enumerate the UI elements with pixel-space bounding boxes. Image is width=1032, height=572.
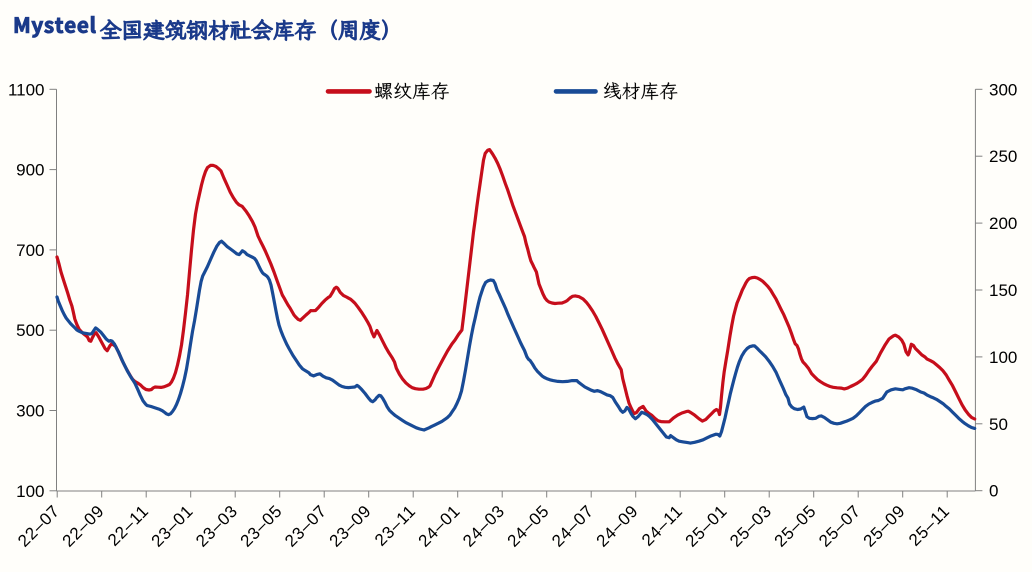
svg-text:100: 100 bbox=[989, 348, 1017, 367]
svg-text:700: 700 bbox=[16, 241, 44, 260]
svg-text:500: 500 bbox=[16, 321, 44, 340]
svg-text:300: 300 bbox=[989, 80, 1017, 99]
svg-text:1100: 1100 bbox=[8, 80, 45, 99]
svg-text:23–03: 23–03 bbox=[192, 501, 241, 550]
svg-text:25–01: 25–01 bbox=[682, 501, 731, 550]
svg-text:150: 150 bbox=[989, 281, 1017, 300]
svg-text:24–01: 24–01 bbox=[415, 501, 464, 550]
svg-text:24–07: 24–07 bbox=[548, 501, 597, 550]
svg-text:23–01: 23–01 bbox=[148, 501, 197, 550]
svg-text:23–07: 23–07 bbox=[281, 501, 330, 550]
svg-text:24–09: 24–09 bbox=[593, 501, 642, 550]
svg-text:900: 900 bbox=[16, 161, 44, 180]
svg-text:200: 200 bbox=[989, 214, 1017, 233]
svg-text:0: 0 bbox=[989, 482, 998, 501]
svg-text:50: 50 bbox=[989, 415, 1008, 434]
svg-text:25–03: 25–03 bbox=[726, 501, 775, 550]
svg-text:250: 250 bbox=[989, 147, 1017, 166]
svg-text:24–11: 24–11 bbox=[638, 501, 686, 549]
svg-text:24–05: 24–05 bbox=[504, 501, 553, 550]
svg-text:24–03: 24–03 bbox=[459, 501, 508, 550]
svg-text:22–09: 22–09 bbox=[59, 501, 108, 550]
svg-text:22–07: 22–07 bbox=[14, 501, 63, 550]
svg-text:22–11: 22–11 bbox=[104, 501, 152, 549]
svg-text:23–09: 23–09 bbox=[326, 501, 375, 550]
svg-text:100: 100 bbox=[16, 482, 44, 501]
svg-text:23–11: 23–11 bbox=[371, 501, 419, 549]
svg-text:25–07: 25–07 bbox=[815, 501, 864, 550]
svg-text:25–09: 25–09 bbox=[860, 501, 909, 550]
svg-text:300: 300 bbox=[16, 402, 44, 421]
svg-text:23–05: 23–05 bbox=[237, 501, 286, 550]
svg-text:25–11: 25–11 bbox=[905, 501, 953, 549]
svg-text:25–05: 25–05 bbox=[771, 501, 820, 550]
